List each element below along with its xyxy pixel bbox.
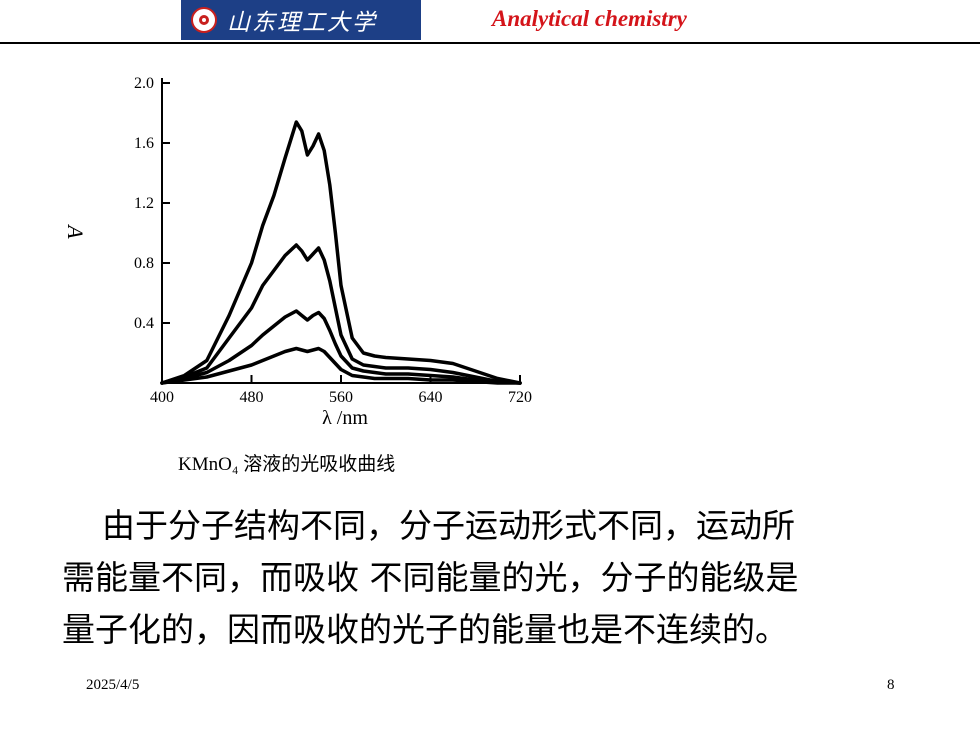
body-line-1-text: 由于分子结构不同，分子运动形式不同，运动所 [102,506,795,545]
y-tick-label: 0.8 [134,255,154,272]
body-line-3: 量子化的，因而吸收的光子的能量也是不连续的。 [62,610,788,649]
series-line-1 [160,120,522,385]
y-tick-label: 2.0 [134,75,154,92]
x-tick-label: 720 [508,389,532,406]
series-line-2 [160,243,522,385]
series-line-4 [160,346,522,385]
chart-tick-labels: 0.4 0.8 1.2 1.6 2.0 400 480 560 640 720 [134,75,532,406]
absorption-chart: 0.4 0.8 1.2 1.6 2.0 400 480 560 640 720 λ /nm A K… [63,75,532,475]
page-number: 8 [887,677,895,693]
university-emblem-icon [191,7,217,33]
university-name: 山东理工大学 [227,10,377,36]
body-line-2: 需能量不同，而吸收 不同能量的光，分子的能级是 [62,558,799,597]
footer-date: 2025/4/5 [86,677,140,693]
chart-series-group [160,120,522,385]
university-logo: 山东理工大学 [181,0,421,40]
y-tick-label: 0.4 [134,315,154,332]
y-tick-label: 1.6 [134,135,154,152]
x-tick-label: 640 [419,389,443,406]
y-axis-label: A [63,223,88,239]
x-tick-label: 400 [150,389,174,406]
y-tick-label: 1.2 [134,195,154,212]
x-tick-label: 560 [329,389,353,406]
body-line-1: 由于分子结构不同，分子运动形式不同，运动所 [62,500,922,552]
series-line-3 [160,309,522,385]
header-divider [0,42,980,44]
course-title: Analytical chemistry [492,6,687,31]
body-paragraph: 由于分子结构不同，分子运动形式不同，运动所 需能量不同，而吸收 不同能量的光，分… [62,500,922,656]
chart-caption: KMnO₄ 溶液的光吸收曲线 [178,453,395,475]
x-tick-label: 480 [240,389,264,406]
x-axis-label: λ /nm [322,407,368,429]
